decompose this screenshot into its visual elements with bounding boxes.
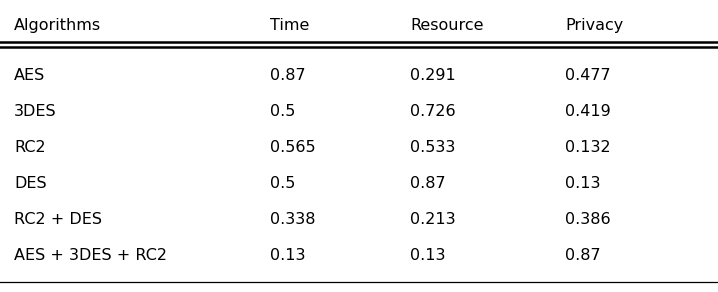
Text: RC2 + DES: RC2 + DES <box>14 212 102 227</box>
Text: DES: DES <box>14 176 47 191</box>
Text: 0.419: 0.419 <box>565 104 611 119</box>
Text: 0.386: 0.386 <box>565 212 610 227</box>
Text: RC2: RC2 <box>14 140 46 155</box>
Text: Privacy: Privacy <box>565 18 623 33</box>
Text: Algorithms: Algorithms <box>14 18 101 33</box>
Text: 0.291: 0.291 <box>410 68 456 83</box>
Text: 0.213: 0.213 <box>410 212 456 227</box>
Text: 0.87: 0.87 <box>565 248 601 263</box>
Text: 0.87: 0.87 <box>410 176 446 191</box>
Text: 0.565: 0.565 <box>270 140 316 155</box>
Text: 0.132: 0.132 <box>565 140 610 155</box>
Text: 3DES: 3DES <box>14 104 57 119</box>
Text: 0.13: 0.13 <box>270 248 305 263</box>
Text: Resource: Resource <box>410 18 483 33</box>
Text: 0.477: 0.477 <box>565 68 610 83</box>
Text: AES + 3DES + RC2: AES + 3DES + RC2 <box>14 248 167 263</box>
Text: Time: Time <box>270 18 309 33</box>
Text: 0.533: 0.533 <box>410 140 455 155</box>
Text: 0.338: 0.338 <box>270 212 315 227</box>
Text: 0.726: 0.726 <box>410 104 456 119</box>
Text: 0.13: 0.13 <box>565 176 600 191</box>
Text: 0.5: 0.5 <box>270 176 295 191</box>
Text: AES: AES <box>14 68 45 83</box>
Text: 0.5: 0.5 <box>270 104 295 119</box>
Text: 0.13: 0.13 <box>410 248 445 263</box>
Text: 0.87: 0.87 <box>270 68 306 83</box>
